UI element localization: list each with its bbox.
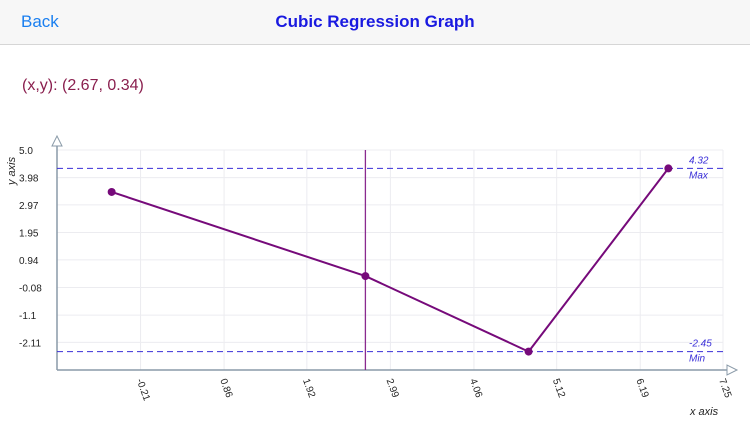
y-tick-label: 5.0: [19, 146, 33, 157]
y-tick-label: 0.94: [19, 256, 39, 267]
min-value-label: -2.45: [689, 339, 712, 350]
data-point: [524, 347, 533, 356]
y-tick-label: 3.98: [19, 174, 39, 185]
data-point: [361, 272, 370, 281]
y-tick-label: -0.08: [19, 283, 42, 294]
x-tick-label: -0.21: [134, 377, 152, 403]
navigation-bar: Back Cubic Regression Graph: [0, 0, 750, 45]
x-tick-label: 2.99: [384, 377, 401, 399]
y-axis-label: y axis: [6, 156, 18, 186]
x-axis-label: x axis: [689, 406, 719, 418]
y-tick-label: 2.97: [19, 201, 39, 212]
series-line: [111, 167, 670, 353]
coordinate-readout: (x,y): (2.67, 0.34): [22, 77, 144, 94]
data-point: [664, 164, 673, 173]
back-button[interactable]: Back: [21, 12, 59, 31]
x-tick-label: 4.06: [467, 377, 484, 399]
y-tick-label: -2.11: [19, 338, 41, 349]
y-tick-label: 1.95: [19, 229, 39, 240]
x-tick-label: 1.92: [300, 377, 317, 399]
x-axis-arrow-icon: [726, 364, 739, 376]
y-axis-arrow-icon: [51, 134, 63, 147]
x-tick-label: 5.12: [550, 377, 567, 399]
y-tick-label: -1.1: [19, 311, 37, 322]
x-tick-label: 6.19: [633, 377, 650, 399]
max-value-label: 4.32: [689, 155, 709, 166]
x-tick-label: 7.25: [716, 377, 733, 399]
page-title: Cubic Regression Graph: [275, 12, 475, 31]
data-point: [107, 187, 116, 196]
min-tag-label: Min: [689, 354, 706, 365]
max-tag-label: Max: [689, 170, 709, 181]
x-tick-label: 0.86: [217, 377, 234, 399]
